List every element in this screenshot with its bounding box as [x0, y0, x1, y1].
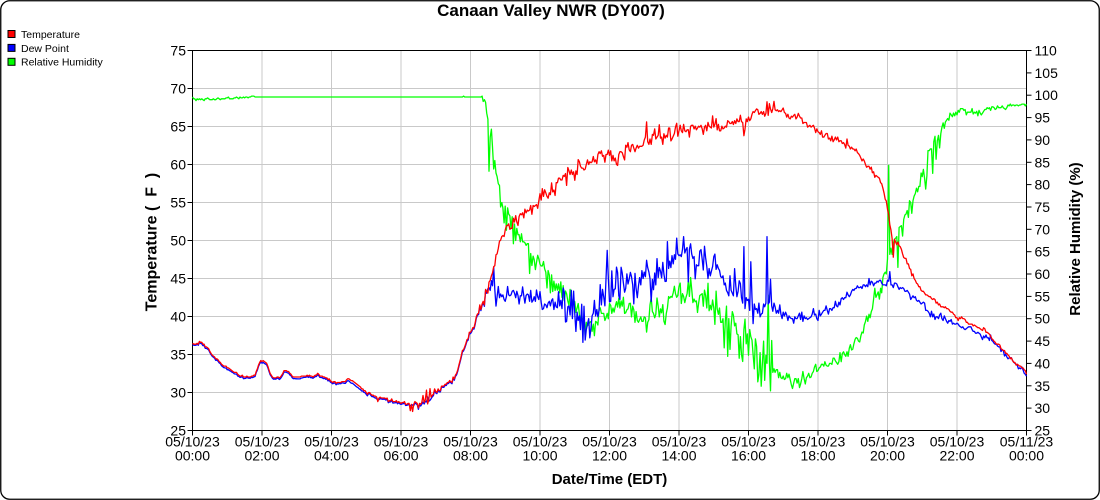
- svg-text:75: 75: [1035, 199, 1051, 215]
- svg-text:04:00: 04:00: [314, 448, 349, 464]
- svg-text:105: 105: [1035, 65, 1059, 81]
- svg-text:95: 95: [1035, 110, 1051, 126]
- svg-text:Temperature: Temperature: [21, 29, 80, 41]
- svg-text:20:00: 20:00: [870, 448, 905, 464]
- svg-text:Relative Humidity: Relative Humidity: [21, 57, 103, 69]
- svg-text:Temperature ( F ): Temperature ( F ): [144, 173, 161, 311]
- svg-text:110: 110: [1035, 43, 1058, 59]
- svg-text:100: 100: [1035, 87, 1059, 103]
- svg-text:05/10/23: 05/10/23: [652, 434, 707, 450]
- svg-text:45: 45: [1035, 333, 1051, 349]
- svg-text:05/10/23: 05/10/23: [374, 434, 429, 450]
- svg-text:06:00: 06:00: [383, 448, 418, 464]
- svg-text:55: 55: [1035, 288, 1051, 304]
- svg-text:18:00: 18:00: [800, 448, 835, 464]
- svg-text:45: 45: [170, 271, 186, 287]
- svg-text:30: 30: [1035, 400, 1051, 416]
- svg-text:12:00: 12:00: [592, 448, 627, 464]
- svg-text:25: 25: [170, 423, 186, 439]
- svg-text:90: 90: [1035, 132, 1051, 148]
- svg-text:05/10/23: 05/10/23: [165, 434, 220, 450]
- svg-text:Dew Point: Dew Point: [21, 43, 69, 55]
- svg-text:05/10/23: 05/10/23: [860, 434, 915, 450]
- svg-text:05/10/23: 05/10/23: [930, 434, 985, 450]
- svg-text:60: 60: [170, 157, 186, 173]
- svg-text:08:00: 08:00: [453, 448, 488, 464]
- svg-text:05/10/23: 05/10/23: [791, 434, 846, 450]
- svg-text:16:00: 16:00: [731, 448, 766, 464]
- svg-text:05/10/23: 05/10/23: [582, 434, 637, 450]
- svg-text:05/10/23: 05/10/23: [721, 434, 776, 450]
- svg-text:40: 40: [170, 309, 186, 325]
- svg-text:Relative Humidity (%): Relative Humidity (%): [1067, 162, 1084, 315]
- svg-text:80: 80: [1035, 177, 1051, 193]
- svg-text:05/10/23: 05/10/23: [513, 434, 568, 450]
- svg-text:65: 65: [170, 119, 186, 135]
- svg-text:10:00: 10:00: [522, 448, 557, 464]
- svg-text:60: 60: [1035, 266, 1051, 282]
- svg-text:65: 65: [1035, 244, 1051, 260]
- svg-text:22:00: 22:00: [939, 448, 974, 464]
- svg-text:50: 50: [170, 233, 186, 249]
- svg-text:05/11/23: 05/11/23: [1000, 434, 1054, 450]
- svg-text:02:00: 02:00: [244, 448, 279, 464]
- svg-text:05/10/23: 05/10/23: [443, 434, 498, 450]
- svg-text:70: 70: [170, 81, 186, 97]
- svg-text:14:00: 14:00: [661, 448, 696, 464]
- svg-text:70: 70: [1035, 221, 1051, 237]
- svg-text:30: 30: [170, 385, 186, 401]
- svg-text:35: 35: [1035, 378, 1051, 394]
- svg-text:00:00: 00:00: [175, 448, 210, 464]
- svg-text:40: 40: [1035, 355, 1051, 371]
- svg-text:00:00: 00:00: [1009, 448, 1044, 464]
- svg-text:85: 85: [1035, 154, 1051, 170]
- svg-text:05/10/23: 05/10/23: [235, 434, 290, 450]
- svg-text:Date/Time (EDT): Date/Time (EDT): [552, 471, 668, 488]
- svg-text:50: 50: [1035, 311, 1051, 327]
- svg-text:35: 35: [170, 347, 186, 363]
- svg-text:75: 75: [170, 43, 186, 59]
- svg-text:Canaan Valley NWR (DY007): Canaan Valley NWR (DY007): [437, 1, 665, 20]
- svg-text:05/10/23: 05/10/23: [304, 434, 359, 450]
- svg-text:25: 25: [1035, 423, 1051, 439]
- svg-text:55: 55: [170, 195, 186, 211]
